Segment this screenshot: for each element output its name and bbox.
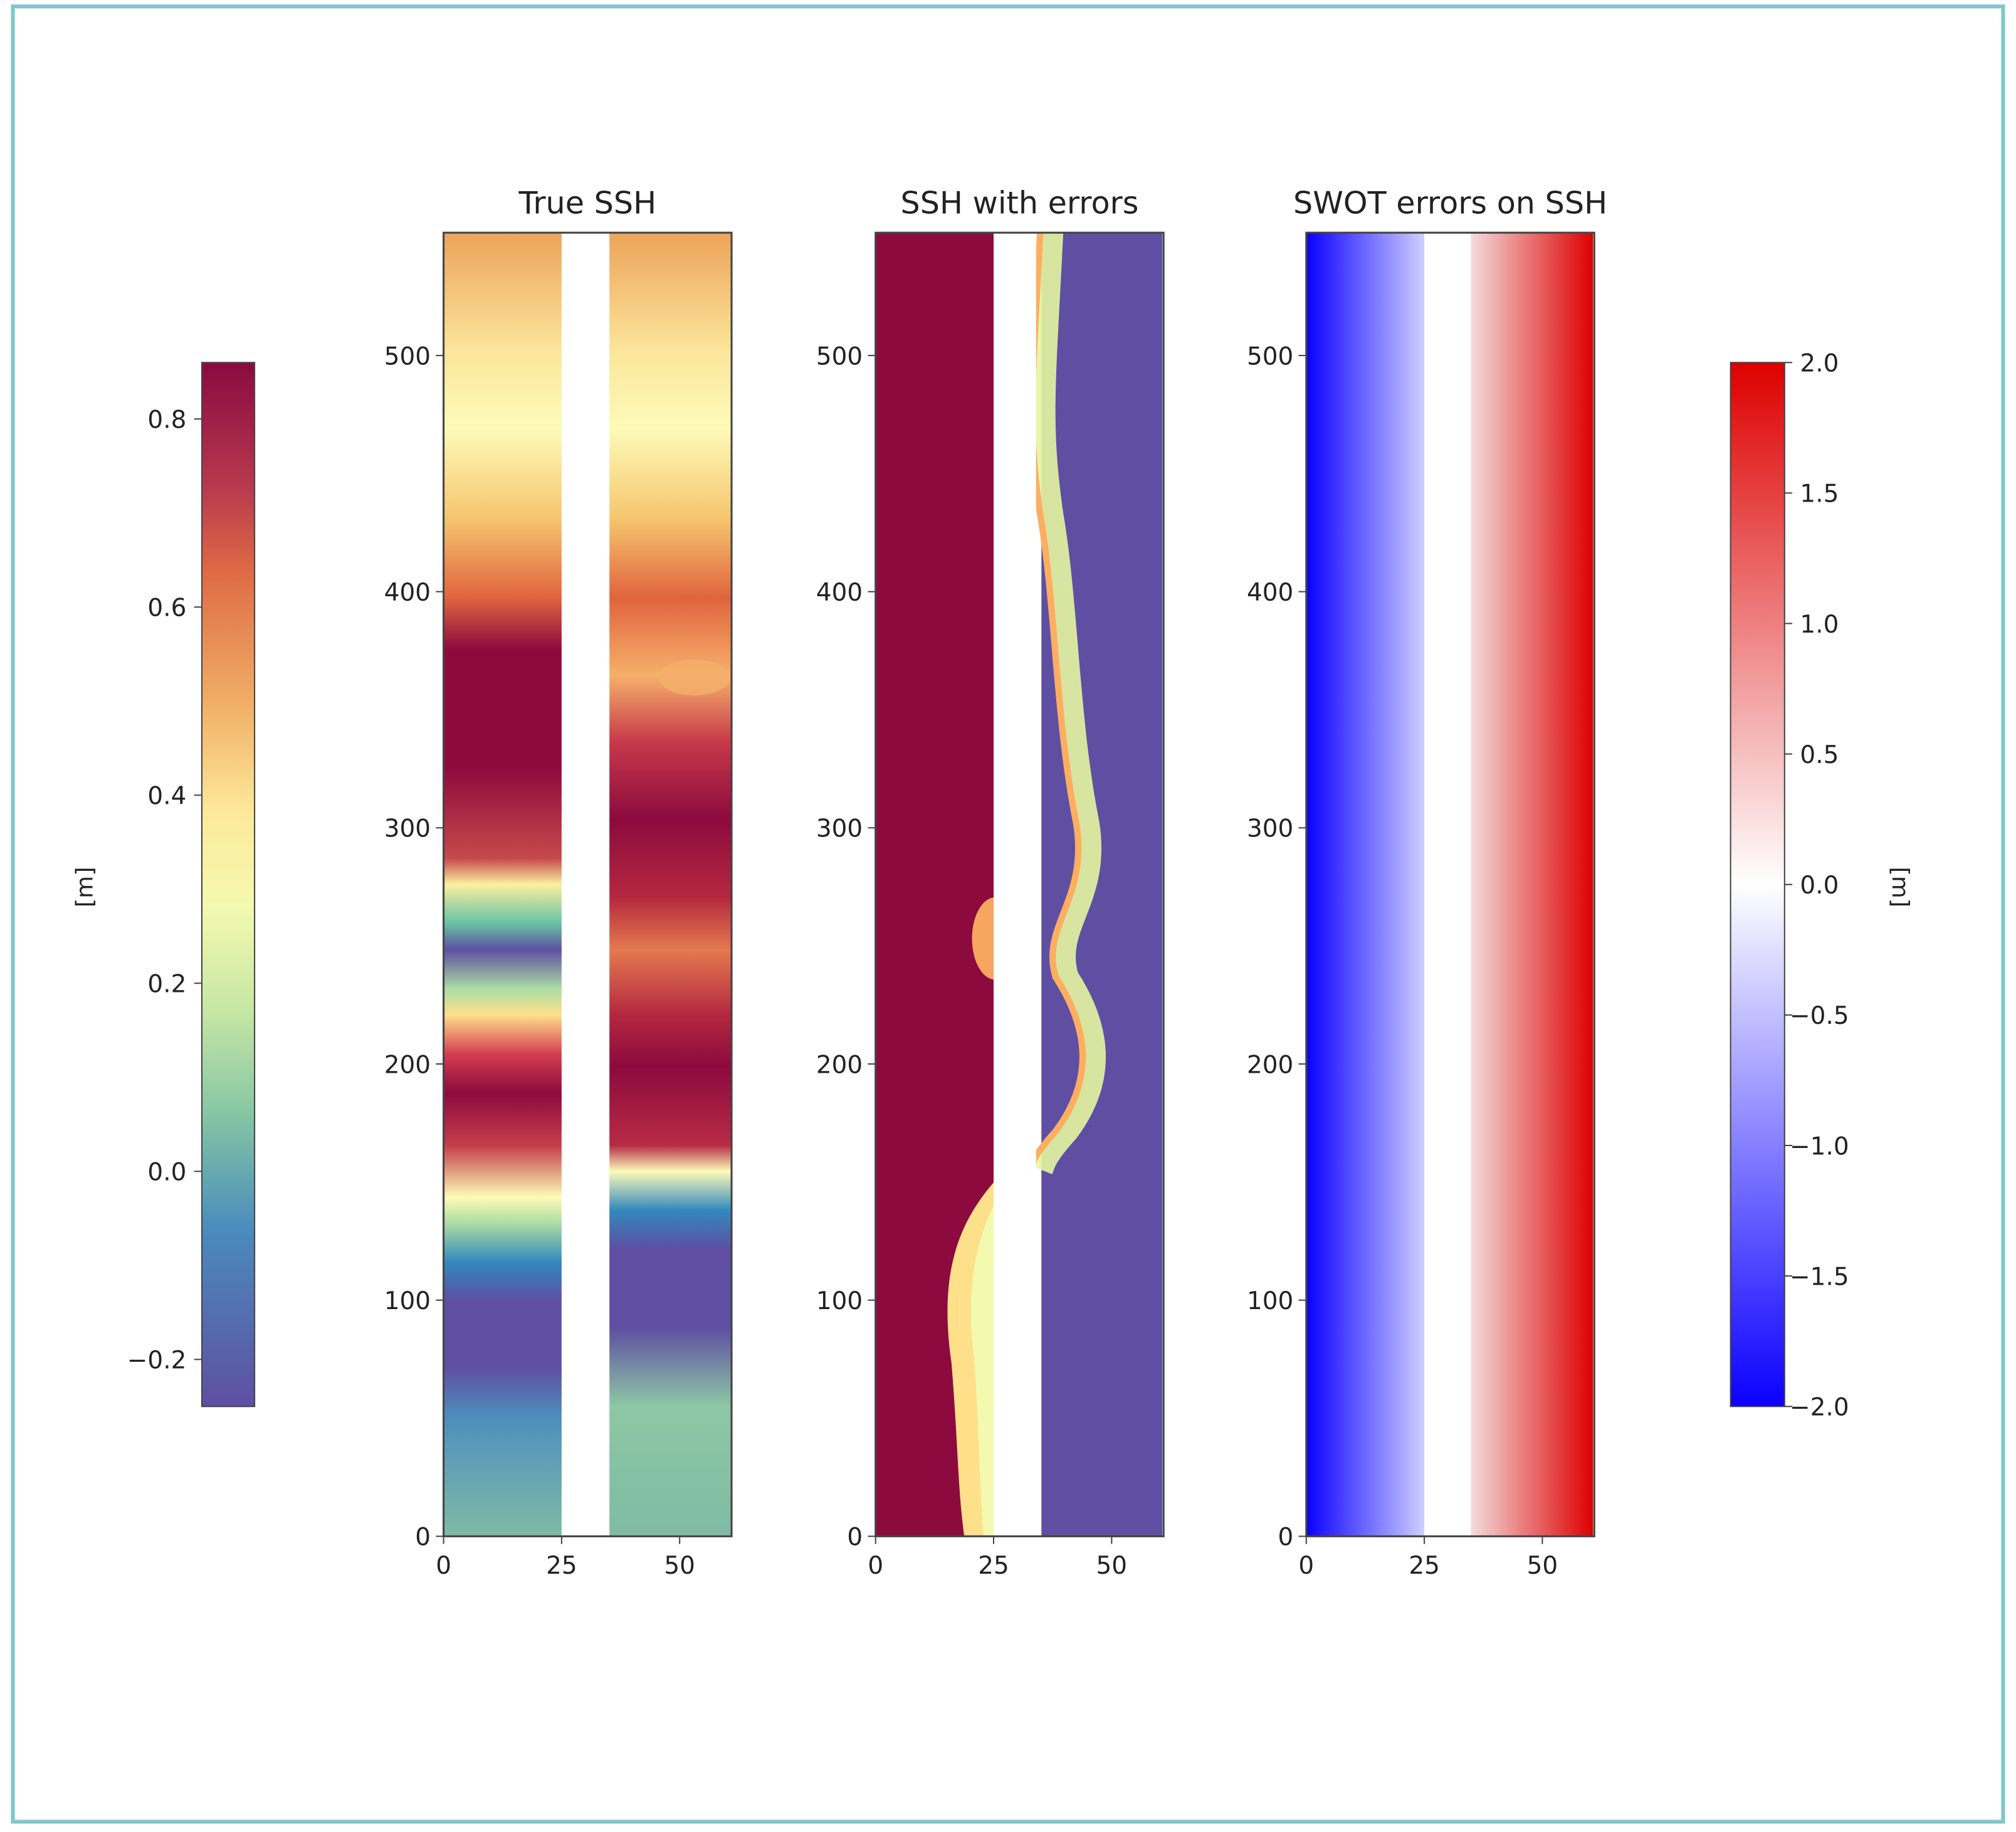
error-boundary-right	[1031, 232, 1106, 1174]
x-tick-label: 0	[1298, 1552, 1314, 1580]
x-tick-label: 25	[546, 1552, 577, 1580]
heatmap-right-swath	[1041, 233, 1163, 1537]
axes-frame	[874, 231, 1165, 1537]
y-tick-label: 0	[1278, 1524, 1294, 1552]
x-tick-label: 25	[1409, 1552, 1440, 1580]
x-tick-label: 50	[1096, 1552, 1128, 1580]
colorbar-tick-label: −2.0	[1790, 1394, 1849, 1422]
colorbar-tick-label: −1.5	[1790, 1263, 1849, 1292]
nadir-gap	[1424, 233, 1467, 1537]
panel-swot-errors: SWOT errors on SSH 0 100 200 300 400 500 0 25 50	[1247, 184, 1607, 1579]
colorbar-tick-label: −0.5	[1790, 1002, 1849, 1030]
heatmap-right-swath	[609, 233, 732, 1537]
y-tick-label: 400	[384, 579, 431, 607]
y-tick-label: 100	[384, 1287, 431, 1315]
axes-frame	[1305, 231, 1595, 1537]
heatmap-right-swath	[1471, 233, 1593, 1537]
y-tick-label: 500	[816, 342, 863, 371]
axes-frame	[443, 231, 733, 1537]
x-tick-label: 25	[978, 1552, 1009, 1580]
heatmap-left-swath	[443, 233, 567, 1537]
y-tick-label: 500	[384, 342, 431, 371]
error-boundary-left-core	[970, 1195, 999, 1537]
panel-ssh-with-errors: SSH with errors 0 100 200 300 400 500 0 25 50	[816, 184, 1165, 1580]
y-tick-label: 0	[415, 1524, 431, 1552]
colorbar-tick-label: 0.5	[1800, 741, 1839, 769]
y-tick-label: 300	[384, 815, 431, 843]
colorbar-right-label: [m]	[1887, 866, 1914, 907]
y-tick-label: 300	[1247, 815, 1293, 843]
y-tick-label: 0	[847, 1524, 863, 1552]
colorbar-tick-label: −1.0	[1790, 1132, 1849, 1161]
heatmap-anomaly	[658, 659, 730, 696]
nadir-gap	[561, 233, 604, 1537]
colorbar-tick-label: −0.2	[127, 1347, 187, 1375]
panel-title: SWOT errors on SSH	[1293, 184, 1607, 221]
x-tick-label: 50	[1527, 1552, 1558, 1580]
colorbar-right-gradient	[1730, 362, 1785, 1408]
colorbar-tick-label: 0.8	[147, 406, 186, 434]
colorbar-tick-label: 0.2	[147, 971, 186, 999]
x-tick-label: 50	[664, 1552, 695, 1580]
colorbar-tick-label: 1.0	[1800, 611, 1839, 639]
y-tick-label: 200	[816, 1051, 863, 1079]
colorbar-tick-label: 2.0	[1800, 350, 1839, 378]
y-tick-label: 200	[384, 1051, 431, 1079]
colorbar-right: −2.0 −1.5 −1.0 −0.5 0.0 0.5 1.0 1.5 2.0 [m]	[1730, 350, 1914, 1422]
colorbar-tick-label: 0.0	[1800, 871, 1839, 900]
heatmap-left-swath	[1306, 233, 1429, 1537]
colorbar-left-gradient	[201, 362, 256, 1408]
y-tick-label: 100	[816, 1287, 863, 1315]
y-tick-label: 500	[1247, 342, 1293, 371]
y-tick-label: 300	[816, 815, 863, 843]
nadir-gap	[994, 233, 1036, 1537]
y-tick-label: 400	[1247, 579, 1293, 607]
panel-true-ssh: True SSH 0 100 200 300 400 500 0 25 50	[384, 184, 733, 1580]
x-tick-label: 0	[436, 1552, 451, 1580]
panel-title: SSH with errors	[900, 184, 1138, 221]
colorbar-tick-label: 0.0	[147, 1159, 186, 1187]
colorbar-tick-label: 0.6	[147, 594, 186, 623]
y-tick-label: 400	[816, 579, 863, 607]
colorbar-left-label: [m]	[71, 866, 98, 907]
y-tick-label: 200	[1247, 1051, 1293, 1079]
x-tick-label: 0	[868, 1552, 883, 1580]
colorbar-left: −0.2 0.0 0.2 0.4 0.6 0.8 [m]	[71, 362, 256, 1408]
colorbar-tick-label: 1.5	[1800, 480, 1839, 508]
colorbar-tick-label: 0.4	[147, 782, 186, 811]
panel-title: True SSH	[518, 184, 656, 221]
y-tick-label: 100	[1247, 1287, 1293, 1315]
